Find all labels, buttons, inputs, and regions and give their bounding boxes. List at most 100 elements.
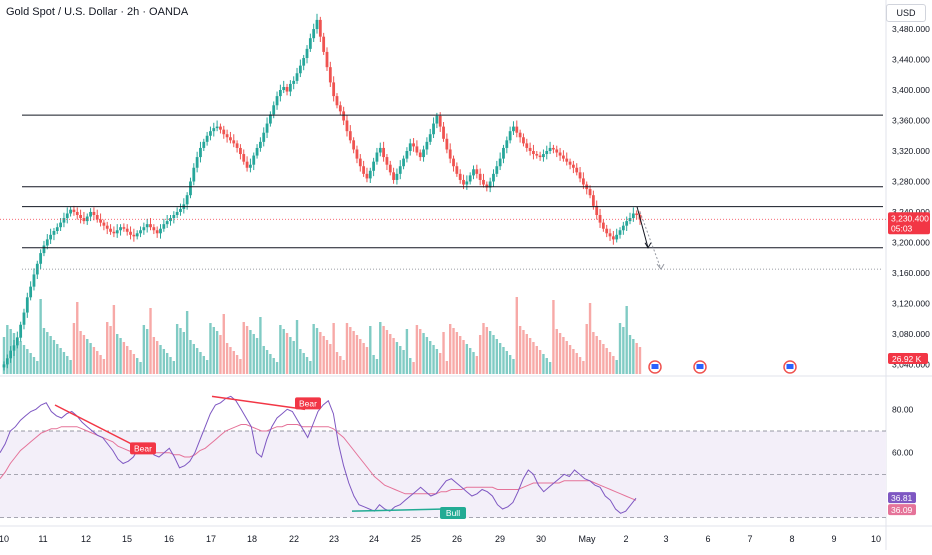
- candle-body: [135, 233, 139, 237]
- volume-bar: [155, 341, 159, 374]
- volume-bar: [142, 325, 146, 374]
- volume-bar: [382, 326, 385, 374]
- volume-bar: [409, 358, 412, 374]
- candle-body: [152, 227, 156, 231]
- volume-bar: [498, 343, 502, 374]
- candle-body: [65, 213, 69, 219]
- candle-body: [302, 58, 306, 66]
- candle-body: [162, 224, 166, 229]
- time-axis-label: 23: [329, 534, 339, 544]
- volume-bar: [272, 358, 275, 374]
- candle-body: [125, 228, 129, 232]
- candle-body: [282, 86, 286, 91]
- volume-bar: [285, 333, 289, 374]
- candle-body: [222, 129, 226, 135]
- volume-bar: [192, 344, 196, 374]
- candle-body: [591, 195, 595, 206]
- candle-body: [115, 230, 119, 234]
- volume-bar: [46, 332, 49, 374]
- volume-bar: [355, 335, 359, 374]
- volume-bar: [568, 345, 572, 374]
- candle-body: [229, 137, 232, 141]
- volume-bar: [528, 338, 532, 374]
- volume-bar: [598, 340, 602, 374]
- time-axis-label: 7: [747, 534, 752, 544]
- candle-body: [445, 138, 449, 150]
- time-axis-label: 17: [206, 534, 216, 544]
- volume-bar: [419, 329, 422, 374]
- candle-body: [2, 364, 6, 368]
- candle-body: [621, 225, 625, 231]
- volume-bar: [242, 322, 245, 374]
- volume-bar: [132, 354, 136, 374]
- time-axis-label: 26: [452, 534, 462, 544]
- volume-bar: [89, 343, 92, 374]
- volume-bar: [335, 352, 339, 374]
- volume-bar: [282, 329, 285, 374]
- candle-body: [129, 231, 132, 235]
- bear-badge-2: [295, 397, 321, 410]
- rsi-axis-label: 80.00: [892, 404, 914, 414]
- candle-body: [85, 216, 89, 222]
- candle-body: [272, 105, 276, 115]
- candle-body: [165, 221, 169, 225]
- candle-body: [39, 253, 43, 264]
- candle-body: [518, 132, 522, 138]
- volume-bar: [595, 336, 598, 374]
- volume-bar: [468, 348, 472, 374]
- time-axis-label: 10: [0, 534, 9, 544]
- volume-bar: [605, 348, 608, 374]
- price-axis-label: 3,120.000: [892, 298, 930, 308]
- rsi-axis-label: 60.00: [892, 448, 914, 458]
- candle-body: [512, 126, 515, 132]
- bear-badge-2-label: Bear: [299, 398, 317, 408]
- candle-body: [515, 126, 519, 133]
- candle-body: [308, 38, 312, 49]
- candle-body: [422, 149, 425, 158]
- candle-body: [112, 231, 116, 234]
- candle-body: [348, 131, 352, 141]
- volume-bar: [399, 346, 402, 374]
- volume-bar: [412, 362, 415, 374]
- candle-body: [508, 131, 512, 141]
- candle-body: [532, 150, 535, 155]
- candle-body: [358, 158, 362, 167]
- candle-body: [522, 137, 525, 144]
- volume-bar: [439, 353, 442, 374]
- candle-body: [462, 179, 465, 185]
- candle-body: [545, 150, 549, 155]
- time-axis-label: 24: [369, 534, 379, 544]
- volume-bar: [638, 347, 642, 374]
- volume-bar: [6, 325, 9, 374]
- last-price-badge: [888, 212, 930, 235]
- volume-badge: [888, 353, 928, 364]
- volume-bar: [319, 332, 322, 374]
- volume-bar: [119, 338, 122, 374]
- volume-bar: [179, 328, 182, 374]
- candle-body: [105, 225, 109, 229]
- candle-body: [9, 350, 13, 359]
- projection-dashed-arrow: [639, 211, 662, 270]
- volume-bar: [312, 324, 315, 374]
- volume-bar: [109, 326, 112, 374]
- candle-body: [458, 173, 462, 180]
- candle-body: [542, 154, 545, 158]
- volume-bar: [16, 337, 19, 374]
- volume-bar: [555, 329, 558, 374]
- currency-button[interactable]: USD: [886, 4, 926, 22]
- volume-bar: [102, 359, 106, 374]
- candle-body: [79, 215, 82, 219]
- volume-bar: [352, 331, 355, 374]
- volume-bar: [538, 350, 542, 374]
- volume-bar: [385, 330, 389, 374]
- candle-body: [199, 147, 202, 158]
- volume-bar: [59, 348, 62, 374]
- candle-body: [12, 345, 16, 351]
- volume-bar: [169, 357, 172, 374]
- bull-divergence-line: [351, 508, 446, 512]
- candle-body: [318, 19, 322, 37]
- candle-body: [412, 143, 415, 147]
- volume-bar: [225, 343, 229, 374]
